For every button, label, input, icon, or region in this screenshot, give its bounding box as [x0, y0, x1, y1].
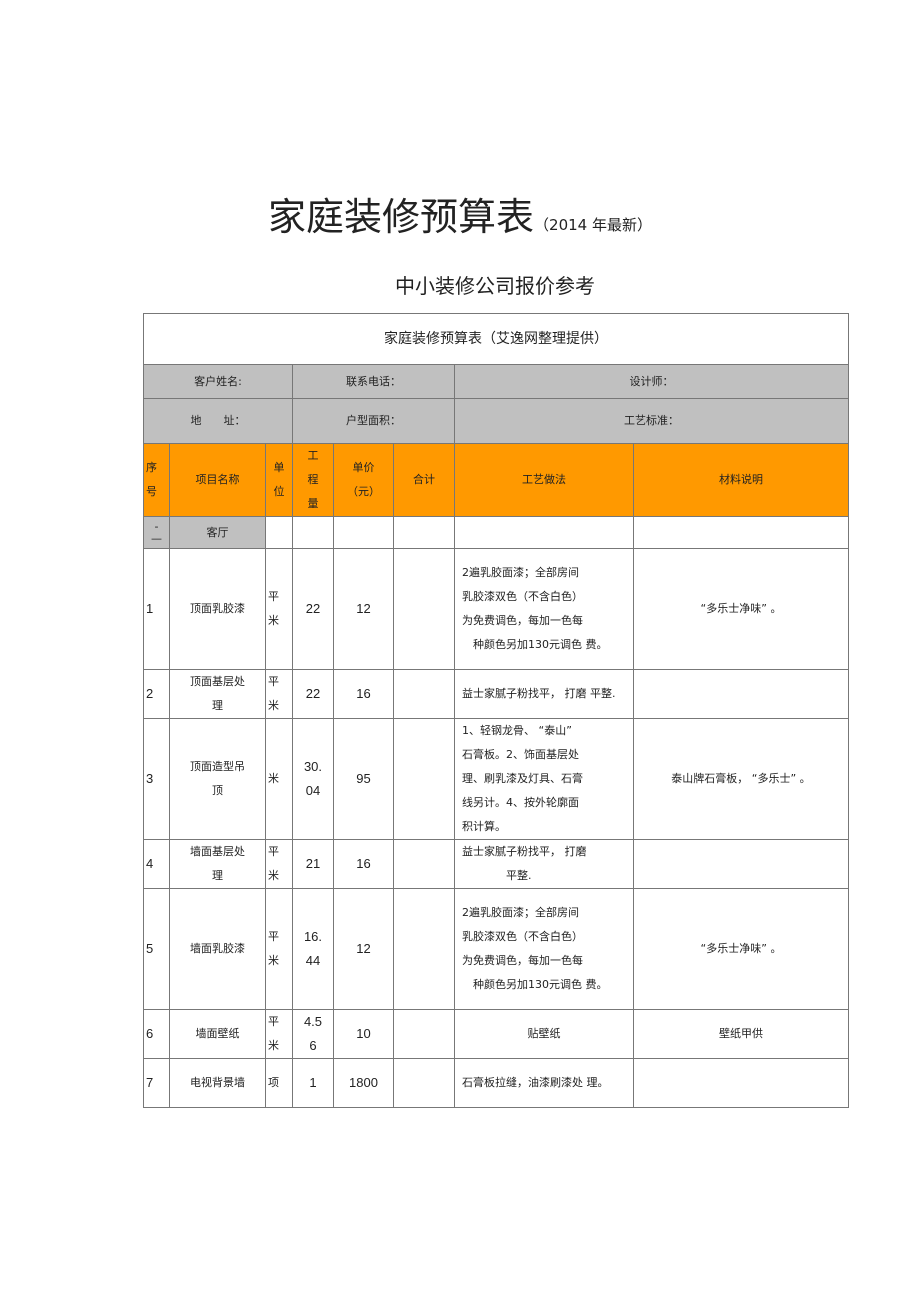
cell-craft: 益士家腻子粉找平， 打磨 平整. — [454, 669, 634, 719]
header-row: 序 号项目名称单 位工 程 量单价 （元） 合计 工艺做法 材料说明 — [143, 443, 849, 517]
cell-craft: 2遍乳胶面漆；全部房间 乳胶漆双色（不含白色） 为免费调色，每加一色每 种颜色另… — [454, 548, 634, 670]
column-header: 项目名称 — [169, 443, 266, 517]
column-header: 单 位 — [265, 443, 293, 517]
cell-price: 12 — [333, 548, 394, 670]
table-row: 1 顶面乳胶漆平 米 22 12 2遍乳胶面漆；全部房间 乳胶漆双色（不含白色） 为免费… — [143, 548, 849, 670]
cell-material: 泰山牌石膏板， “多乐士” 。 — [633, 718, 849, 840]
cell-craft: 贴壁纸 — [454, 1009, 634, 1059]
cell-unit: 平 米 — [265, 1009, 293, 1059]
cell-qty: 21 — [292, 839, 334, 889]
table-row: 3 顶面造型吊 顶米 30. 04 95 1、轻钢龙骨、 “泰山” 石膏板。2、饰面基层… — [143, 718, 849, 840]
cell-no: 7 — [143, 1058, 170, 1108]
cell-unit: 平 米 — [265, 888, 293, 1010]
cell-unit: 项 — [265, 1058, 293, 1108]
cell-qty: 16. 44 — [292, 888, 334, 1010]
cell-material — [633, 669, 849, 719]
cell-total — [393, 839, 455, 889]
cell-craft: 2遍乳胶面漆；全部房间 乳胶漆双色（不含白色） 为免费调色，每加一色每 种颜色另… — [454, 888, 634, 1010]
column-header: 工艺做法 — [454, 443, 634, 517]
standard-label: 工艺标准： — [454, 398, 849, 444]
cell-no: 6 — [143, 1009, 170, 1059]
cell-material: 壁纸甲供 — [633, 1009, 849, 1059]
cell-unit: 平 米 — [265, 548, 293, 670]
cell-no: 3 — [143, 718, 170, 840]
cell-no: 5 — [143, 888, 170, 1010]
cell-qty: 4.5 6 — [292, 1009, 334, 1059]
cell-no: 2 — [143, 669, 170, 719]
cell-total — [393, 548, 455, 670]
cell-name: 顶面造型吊 顶 — [169, 718, 266, 840]
cell-name: 墙面基层处 理 — [169, 839, 266, 889]
column-header: 序 号 — [143, 443, 170, 517]
column-header: 材料说明 — [633, 443, 849, 517]
cell-total — [393, 718, 455, 840]
cell-qty: 30. 04 — [292, 718, 334, 840]
cell-craft: 1、轻钢龙骨、 “泰山” 石膏板。2、饰面基层处 理、刷乳漆及灯具、石膏 线另计… — [454, 718, 634, 840]
table-row: 6 墙面壁纸平 米 4.5 6 10 贴壁纸 壁纸甲供 — [143, 1009, 849, 1059]
cell-qty: 22 — [292, 548, 334, 670]
column-header: 单价 （元） — [333, 443, 394, 517]
column-header: 合计 — [393, 443, 455, 517]
cell-name: 墙面乳胶漆 — [169, 888, 266, 1010]
cell-price: 95 — [333, 718, 394, 840]
section-row: - — 客厅 — [143, 516, 849, 549]
cell-material — [633, 839, 849, 889]
address-label: 地 址： — [143, 398, 293, 444]
table-row: 7 电视背景墙项 1 1800 石膏板拉缝，油漆刷漆处 理。 — [143, 1058, 849, 1108]
cell-price: 1800 — [333, 1058, 394, 1108]
customer-name-label: 客户姓名: — [143, 364, 293, 399]
area-label: 户型面积： — [292, 398, 455, 444]
document-subtitle: 中小装修公司报价参考 — [395, 274, 595, 298]
cell-name: 顶面基层处 理 — [169, 669, 266, 719]
cell-total — [393, 1009, 455, 1059]
cell-price: 16 — [333, 669, 394, 719]
title-main: 家庭装修预算表 — [268, 195, 535, 239]
cell-material: “多乐士净味” 。 — [633, 888, 849, 1010]
column-header: 工 程 量 — [292, 443, 334, 517]
cell-price: 16 — [333, 839, 394, 889]
cell-price: 12 — [333, 888, 394, 1010]
cell-qty: 22 — [292, 669, 334, 719]
cell-name: 顶面乳胶漆 — [169, 548, 266, 670]
table-caption: 家庭装修预算表（艾逸网整理提供） — [143, 313, 849, 365]
title-suffix: （2014 年最新） — [534, 216, 652, 234]
budget-table: 家庭装修预算表（艾逸网整理提供） 客户姓名: 联系电话： 设计师： 地 址： 户… — [143, 313, 849, 1108]
cell-no: 1 — [143, 548, 170, 670]
section-name: 客厅 — [169, 516, 266, 549]
table-row: 5 墙面乳胶漆平 米 16. 44 12 2遍乳胶面漆；全部房间 乳胶漆双色（不含白色）… — [143, 888, 849, 1010]
phone-label: 联系电话： — [292, 364, 455, 399]
designer-label: 设计师： — [454, 364, 849, 399]
cell-no: 4 — [143, 839, 170, 889]
cell-unit: 平 米 — [265, 839, 293, 889]
cell-price: 10 — [333, 1009, 394, 1059]
cell-total — [393, 1058, 455, 1108]
cell-craft: 石膏板拉缝，油漆刷漆处 理。 — [454, 1058, 634, 1108]
table-row: 4 墙面基层处 理平 米 21 16 益士家腻子粉找平， 打磨 平整. — [143, 839, 849, 889]
cell-craft: 益士家腻子粉找平， 打磨 平整. — [454, 839, 634, 889]
cell-total — [393, 669, 455, 719]
cell-unit: 平 米 — [265, 669, 293, 719]
cell-total — [393, 888, 455, 1010]
cell-unit: 米 — [265, 718, 293, 840]
cell-qty: 1 — [292, 1058, 334, 1108]
cell-name: 电视背景墙 — [169, 1058, 266, 1108]
cell-name: 墙面壁纸 — [169, 1009, 266, 1059]
cell-material — [633, 1058, 849, 1108]
table-row: 2 顶面基层处 理平 米 22 16 益士家腻子粉找平， 打磨 平整. — [143, 669, 849, 719]
document-title: 家庭装修预算表（2014 年最新） — [0, 186, 920, 241]
cell-material: “多乐士净味” 。 — [633, 548, 849, 670]
section-index: - — — [143, 516, 170, 549]
